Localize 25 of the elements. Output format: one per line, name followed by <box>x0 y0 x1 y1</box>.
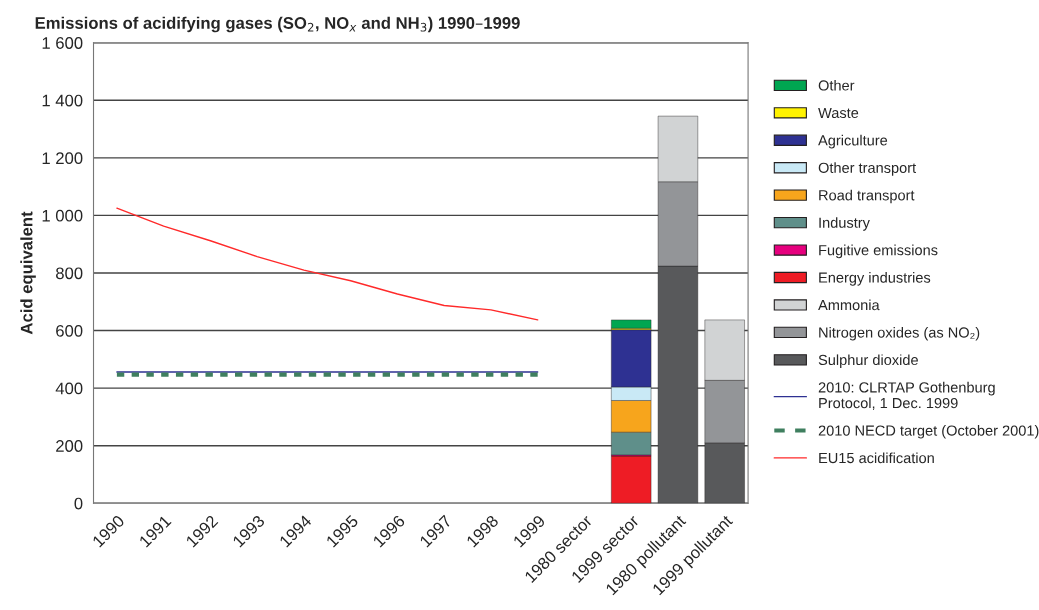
legend-label: Waste <box>818 107 859 119</box>
legend-label: 2010: CLRTAP Gothenburg Protocol, 1 Dec. 1999 <box>818 381 995 410</box>
legend-label: Other <box>818 79 855 91</box>
legend-label: Fugitive emissions <box>819 244 938 259</box>
y-tick-label: 1 000 <box>42 209 83 222</box>
legend-label: Ammonia <box>818 299 880 311</box>
y-tick-label: 1 200 <box>42 152 83 165</box>
y-tick-label: 0 <box>74 497 83 510</box>
legend-label: 2010 NECD target (October 2001) <box>818 425 1039 439</box>
y-axis-title: Acid equivalent <box>20 211 36 335</box>
legend-label: Road transport <box>819 189 915 204</box>
chart-title: Emissions of acidifying gases (SO$_{2}$, NO$_{x}$ and NH$_{3}$) 1990–1999 <box>35 16 520 33</box>
legend-label: Other transport <box>818 162 917 176</box>
y-tick-label: 800 <box>56 267 83 280</box>
y-tick-label: 400 <box>55 382 83 395</box>
y-tick-label: 600 <box>56 324 83 337</box>
legend-label: Sulphur dioxide <box>818 354 918 368</box>
y-tick-label: 200 <box>56 440 83 452</box>
y-tick-label: 1 400 <box>42 94 83 107</box>
legend-label: EU15 acidification <box>819 452 934 464</box>
legend-label: Nitrogen oxides (as NO₂) <box>819 326 980 341</box>
legend-label: Agriculture <box>818 134 888 149</box>
legend-label: Energy industries <box>819 272 931 286</box>
y-tick-label: 1 600 <box>42 37 83 49</box>
legend-label: Industry <box>819 217 870 231</box>
